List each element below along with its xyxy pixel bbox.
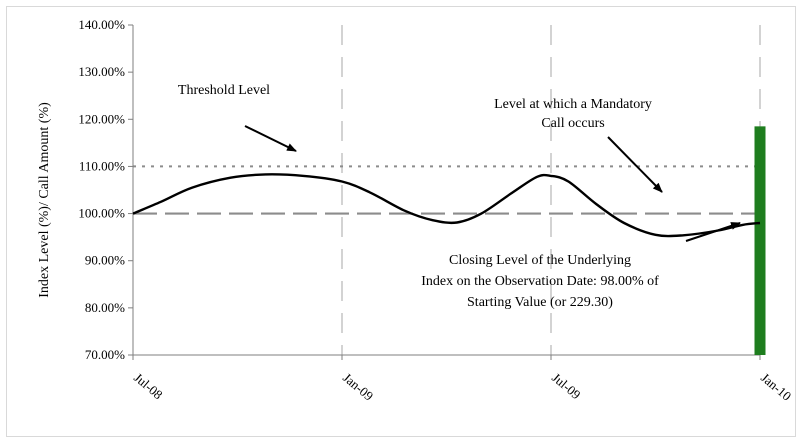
y-tick-labels: 70.00% 80.00% 90.00% 100.00% 110.00% 120.00% 1… bbox=[78, 17, 133, 362]
y-tick-label: 140.00% bbox=[78, 17, 125, 32]
axes bbox=[132, 25, 760, 356]
x-tick-label: Jan-09 bbox=[340, 370, 376, 404]
annotation-line: Index on the Observation Date: 98.00% of bbox=[421, 274, 659, 289]
x-tick-label: Jan-10 bbox=[758, 370, 794, 404]
x-tick-label: Jul-09 bbox=[549, 370, 584, 402]
annotation-line: Closing Level of the Underlying bbox=[449, 253, 631, 268]
x-tick-label: Jul-08 bbox=[131, 370, 166, 402]
annotation-arrow-threshold bbox=[244, 125, 297, 152]
x-tick-labels: Jul-08 Jan-09 Jul-09 Jan-10 bbox=[131, 355, 794, 404]
series-layer bbox=[132, 126, 766, 355]
annotation-mandatory: Level at which a Mandatory Call occurs bbox=[494, 97, 652, 131]
annotations: Threshold Level Level at which a Mandator… bbox=[178, 83, 741, 310]
annotation-closing: Closing Level of the Underlying Index on … bbox=[421, 253, 659, 310]
call-amount-bar bbox=[754, 126, 766, 355]
index-level-line bbox=[132, 173, 761, 238]
annotation-arrow-mandatory bbox=[607, 136, 663, 193]
y-tick-label: 70.00% bbox=[85, 347, 125, 362]
y-axis-title: Index Level (%)/ Call Amount (%) bbox=[37, 102, 52, 298]
y-tick-label: 100.00% bbox=[78, 206, 125, 221]
annotation-line: Call occurs bbox=[541, 116, 604, 131]
y-tick-label: 120.00% bbox=[78, 111, 125, 126]
annotation-line: Threshold Level bbox=[178, 83, 270, 98]
annotation-arrow-closing bbox=[685, 222, 741, 242]
y-tick-label: 90.00% bbox=[85, 253, 125, 268]
annotation-line: Starting Value (or 229.30) bbox=[467, 295, 613, 310]
annotation-threshold: Threshold Level bbox=[178, 83, 270, 98]
chart-frame bbox=[6, 6, 796, 437]
y-tick-label: 80.00% bbox=[85, 300, 125, 315]
y-tick-label: 130.00% bbox=[78, 64, 125, 79]
y-tick-label: 110.00% bbox=[79, 158, 125, 173]
reference-lines bbox=[133, 165, 760, 215]
annotation-line: Level at which a Mandatory bbox=[494, 97, 652, 112]
